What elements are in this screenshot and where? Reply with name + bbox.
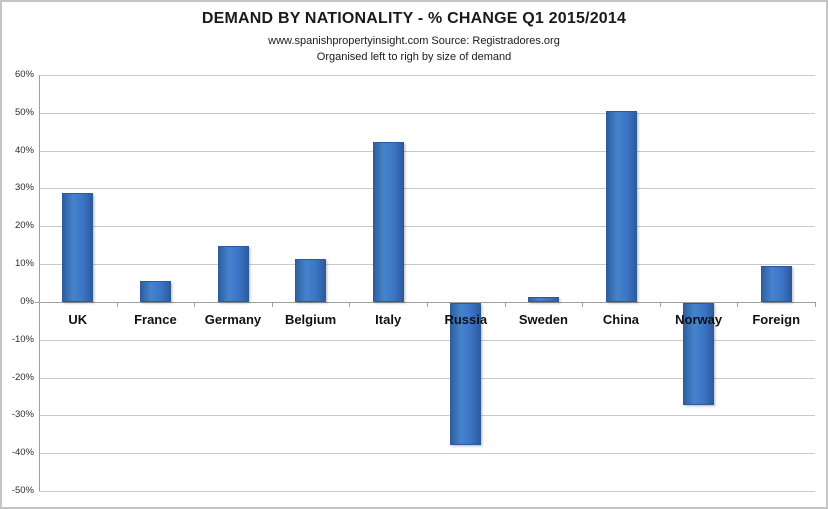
chart-order-note: Organised left to righ by size of demand	[316, 51, 512, 63]
x-axis-line	[35, 301, 815, 303]
y-axis-tick-label: 30%	[14, 182, 34, 194]
category-axis-tick	[39, 301, 40, 307]
category-label-sweden: Sweden	[518, 311, 568, 327]
y-axis-tick-label: 50%	[14, 106, 34, 118]
y-axis-line	[39, 75, 40, 491]
gridline	[39, 112, 815, 114]
gridline	[39, 188, 815, 190]
gridline	[39, 453, 815, 455]
category-axis-tick	[427, 301, 428, 307]
chart-title: DEMAND BY NATIONALITY - % CHANGE Q1 2015…	[201, 10, 627, 27]
category-axis-tick	[194, 301, 195, 307]
category-label-germany: Germany	[204, 311, 262, 327]
y-axis-tick-label: 60%	[14, 69, 34, 80]
y-axis-tick-label: 40%	[14, 144, 34, 156]
category-axis-tick	[737, 301, 738, 307]
bar-russia	[450, 302, 482, 445]
category-axis-tick	[349, 301, 350, 307]
category-label-italy: Italy	[375, 311, 402, 327]
bar-italy	[372, 141, 404, 302]
y-axis-tick-label: 20%	[14, 220, 34, 232]
plot-area: UK France Germany Belgium Italy Russia Sweden C…	[35, 75, 816, 492]
gridline	[39, 415, 815, 417]
category-label-france: France	[134, 311, 177, 327]
bar-germany	[217, 245, 249, 302]
y-axis-tick-label: -20%	[11, 371, 34, 383]
y-axis-tick-label: 10%	[14, 258, 34, 270]
bar-china	[605, 110, 637, 302]
category-label-belgium: Belgium	[284, 311, 337, 327]
y-axis-tick-label: -10%	[11, 333, 34, 345]
gridline	[39, 339, 815, 341]
bar-belgium	[295, 259, 327, 302]
gridline	[39, 377, 815, 379]
category-axis-tick	[505, 301, 506, 307]
bar-norway	[683, 302, 715, 405]
bar-foreign	[760, 265, 792, 302]
category-axis-tick	[582, 301, 583, 307]
gridline	[39, 491, 815, 492]
bar-france	[139, 281, 171, 302]
category-label-uk: UK	[68, 311, 88, 327]
y-axis-tick-label: -50%	[11, 485, 34, 496]
category-axis-tick	[272, 301, 273, 307]
gridline	[39, 150, 815, 152]
bar-uk	[62, 192, 94, 302]
gridline	[39, 75, 815, 76]
y-axis-tick-label: -30%	[11, 409, 34, 421]
category-label-russia: Russia	[444, 311, 488, 327]
category-axis-tick	[815, 301, 816, 307]
gridline	[39, 264, 815, 266]
bar-sweden	[527, 296, 559, 302]
chart-source-subtitle: www.spanishpropertyinsight.com Source: R…	[268, 35, 560, 47]
category-axis-tick	[660, 301, 661, 307]
y-axis-tick-label: 0%	[20, 295, 34, 307]
gridline	[39, 226, 815, 228]
category-label-china: China	[602, 311, 640, 327]
category-axis-tick	[117, 301, 118, 307]
category-label-foreign: Foreign	[752, 311, 801, 327]
y-axis-tick-label: -40%	[11, 447, 34, 459]
category-label-norway: Norway	[675, 311, 723, 327]
